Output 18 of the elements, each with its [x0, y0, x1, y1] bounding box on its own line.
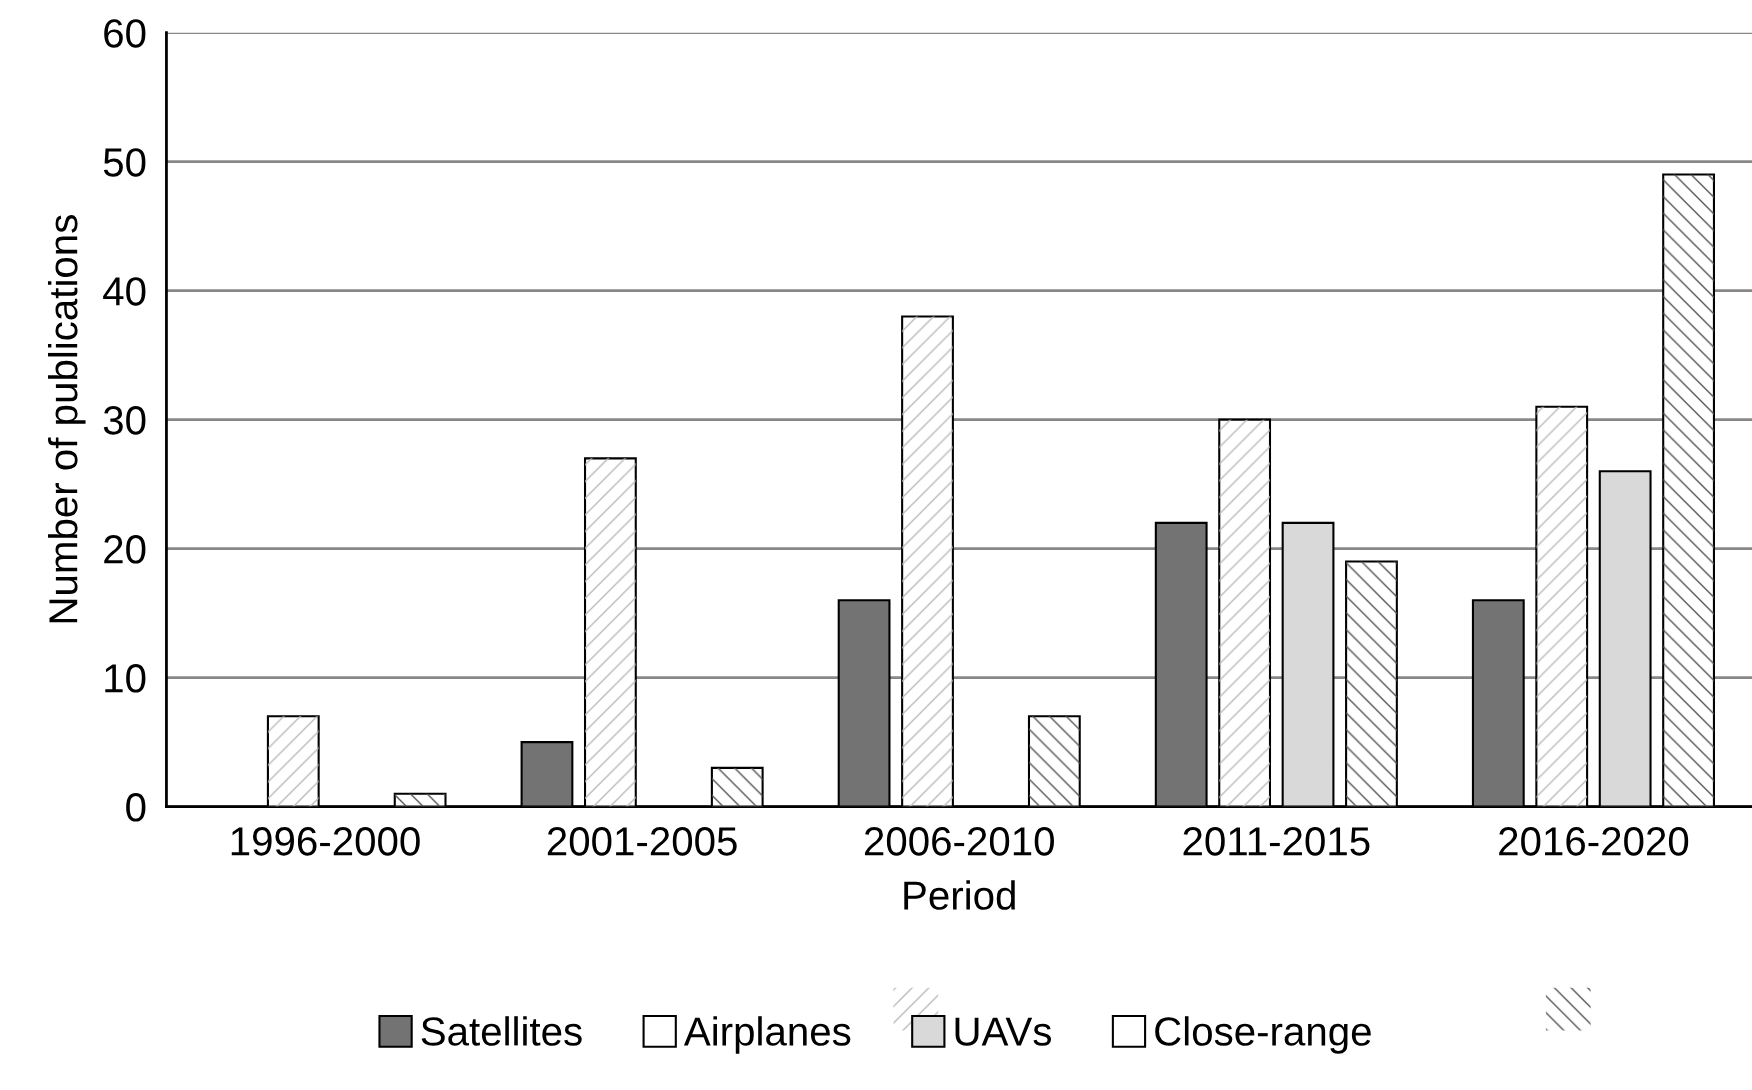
legend-label: UAVs [955, 1017, 1051, 1046]
x-axis-title: Period [904, 880, 1015, 910]
x-tick-label: 1996-2000 [231, 827, 420, 856]
y-tick-label: 10 [105, 664, 146, 693]
x-tick-label: 2011-2015 [1183, 827, 1370, 856]
y-tick-label: 40 [103, 277, 146, 306]
x-tick-label: 2006-2010 [864, 827, 1054, 856]
x-tick-label: 2016-2020 [1499, 827, 1689, 856]
legend-label: Satellites [421, 1016, 582, 1046]
y-axis-title: Number of publications [47, 215, 86, 623]
y-tick-label: 0 [126, 793, 146, 822]
y-tick-label: 20 [104, 535, 146, 564]
y-tick-label: 30 [103, 406, 146, 435]
legend-label: Close-range [1155, 1016, 1371, 1054]
y-tick-label: 60 [104, 19, 146, 48]
legend-label: Airplanes [683, 1016, 851, 1054]
y-tick-label: 50 [103, 148, 146, 177]
x-tick-label: 2001-2005 [547, 827, 737, 856]
